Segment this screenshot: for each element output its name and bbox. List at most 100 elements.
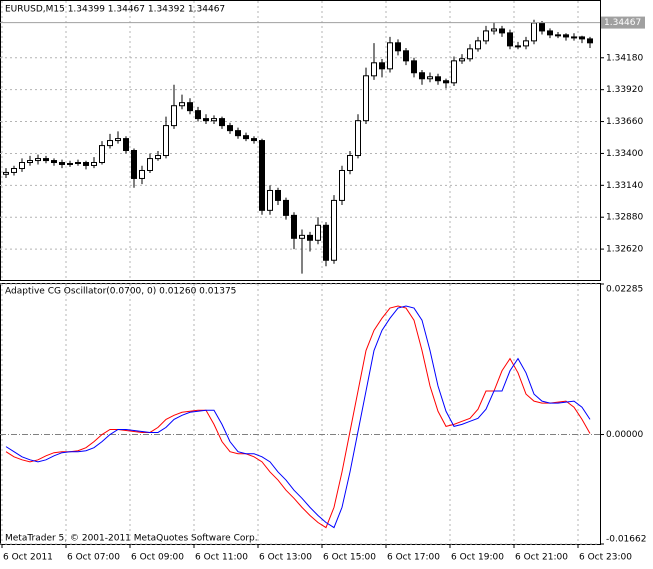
x-tick-label: 6 Oct 19:00 [451, 553, 504, 563]
oscillator-line [5, 305, 591, 529]
candle-body [339, 169, 345, 201]
y-tick-label: 0.02285 [606, 285, 643, 295]
candle-body [315, 224, 321, 241]
chart-title: EURUSD,M15 1.34399 1.34467 1.34392 1.344… [5, 5, 225, 15]
candle-body [531, 22, 537, 42]
candle-body [291, 214, 297, 239]
candle-body [387, 42, 393, 70]
candle-body [251, 138, 257, 142]
y-tick-label: 1.33400 [606, 149, 643, 159]
candle-body [347, 155, 353, 171]
y-tick-label: -0.01662 [606, 535, 646, 545]
candle-body [363, 75, 369, 122]
candle-body [51, 160, 57, 164]
candle-body [123, 138, 129, 151]
candle-body [475, 40, 481, 50]
oscillator-panel [0, 283, 601, 545]
x-tick-label: 6 Oct 09:00 [131, 553, 184, 563]
candle-body [187, 102, 193, 112]
candle-body [443, 80, 449, 84]
x-tick-label: 6 Oct 17:00 [387, 553, 440, 563]
candle-body [307, 234, 313, 241]
candle-body [435, 76, 441, 82]
candle-body [563, 34, 569, 38]
candle-body [403, 50, 409, 62]
candle-body [547, 30, 553, 36]
candle-body [211, 118, 217, 122]
candle-body [75, 162, 81, 165]
candle-body [323, 224, 329, 261]
oscillator-line [5, 305, 591, 529]
candle-body [91, 162, 97, 166]
candle-body [411, 60, 417, 74]
candle-body [371, 62, 377, 77]
candle-body [163, 125, 169, 157]
copyright: MetaTrader 5, © 2001-2011 MetaQuotes Sof… [5, 534, 258, 544]
candle-body [139, 169, 145, 179]
candle-body [11, 168, 17, 173]
y-tick-label: 1.34180 [606, 53, 643, 63]
candle-body [27, 160, 33, 164]
candle-body [499, 28, 505, 34]
candle-body [235, 130, 241, 137]
candle-body [459, 58, 465, 62]
x-tick-label: 6 Oct 2011 [3, 553, 53, 563]
candle-body [395, 42, 401, 52]
candle-body [507, 32, 513, 47]
candle-body [275, 189, 281, 201]
x-tick-label: 6 Oct 21:00 [515, 553, 568, 563]
candle-body [227, 125, 233, 132]
candle-body [3, 171, 9, 175]
candle-body [491, 28, 497, 32]
current-price-label: 1.34467 [604, 18, 641, 28]
y-tick-label: 1.32620 [606, 245, 643, 255]
candle-body [131, 149, 137, 179]
candle-body [243, 135, 249, 140]
candle-body [299, 234, 305, 239]
candle-body [219, 118, 225, 127]
candle-body [379, 62, 385, 70]
price-panel [0, 0, 601, 281]
candle-body [107, 140, 113, 147]
candle-body [283, 199, 289, 216]
candle-body [427, 76, 433, 80]
indicator-title: Adaptive CG Oscillator(0.0700, 0) 0.0126… [5, 287, 236, 297]
candle-body [587, 38, 593, 44]
candle-body [355, 120, 361, 157]
candle-body [539, 22, 545, 32]
candle-body [115, 138, 121, 142]
y-tick-label: 1.33920 [606, 85, 643, 95]
y-tick-label: 1.32880 [606, 213, 643, 223]
candle-body [451, 60, 457, 84]
candle-body [155, 155, 161, 160]
candle-body [19, 162, 25, 170]
candle-body [555, 34, 561, 37]
candle-body [147, 158, 153, 171]
x-tick-label: 6 Oct 13:00 [259, 553, 312, 563]
candle-body [59, 162, 65, 165]
candle-body [515, 45, 521, 48]
candle-body [83, 162, 89, 166]
candle-body [203, 118, 209, 122]
candle-body [267, 189, 273, 211]
candle-body [171, 105, 177, 127]
candle-body [179, 102, 185, 107]
candle-body [483, 30, 489, 42]
candle-body [467, 48, 473, 60]
candle-body [523, 40, 529, 47]
candle-body [259, 140, 265, 211]
x-tick-label: 6 Oct 11:00 [195, 553, 248, 563]
x-tick-label: 6 Oct 07:00 [67, 553, 120, 563]
y-tick-label: 1.33660 [606, 117, 643, 127]
candle-body [331, 199, 337, 261]
x-tick-label: 6 Oct 23:00 [579, 553, 632, 563]
candle-body [419, 72, 425, 80]
candle-body [571, 36, 577, 39]
candle-body [195, 110, 201, 120]
candle-body [579, 36, 585, 40]
y-tick-label: 0.00000 [606, 430, 643, 440]
candle-body [99, 145, 105, 164]
candle-body [35, 158, 41, 162]
y-tick-label: 1.33140 [606, 181, 643, 191]
